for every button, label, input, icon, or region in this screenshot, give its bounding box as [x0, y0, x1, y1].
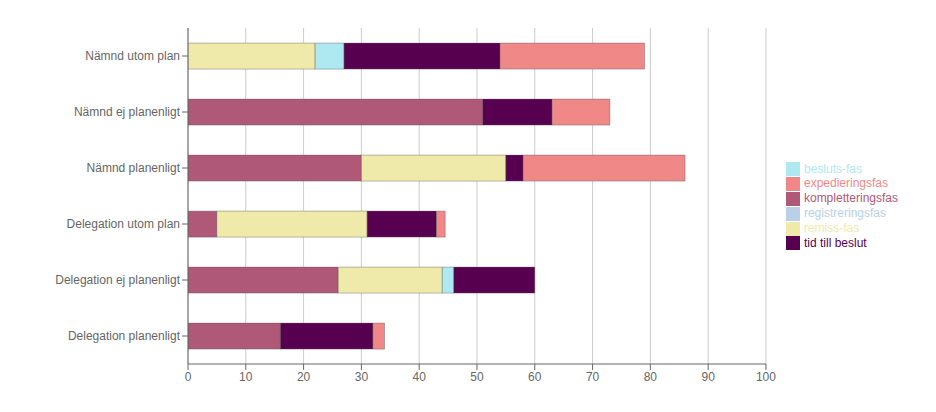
svg-text:0: 0 — [185, 370, 192, 384]
svg-text:50: 50 — [470, 370, 484, 384]
html-text:remiss-fas: remiss-fas — [804, 220, 860, 235]
html-text:registreringsfas: registreringsfas — [804, 206, 886, 220]
svg-text:Nämnd utom plan: Nämnd utom plan — [85, 49, 180, 63]
svg-text:70: 70 — [586, 370, 600, 384]
html-text:besluts-fas: besluts-fas — [804, 161, 862, 176]
svg-text:Delegation utom plan: Delegation utom plan — [67, 217, 180, 231]
html-text:expedieringsfas: expedieringsfas — [804, 176, 888, 191]
svg-text:80: 80 — [644, 370, 658, 384]
svg-text:20: 20 — [297, 370, 311, 384]
svg-text:100: 100 — [756, 370, 776, 384]
svg-text:60: 60 — [528, 370, 542, 384]
svg-text:10: 10 — [239, 370, 253, 384]
svg-text:40: 40 — [413, 370, 427, 384]
svg-text:Delegation planenligt: Delegation planenligt — [68, 329, 181, 343]
svg-text:Nämnd ej planenligt: Nämnd ej planenligt — [74, 105, 181, 119]
svg-text:90: 90 — [701, 370, 715, 384]
svg-text:Delegation ej planenligt: Delegation ej planenligt — [55, 273, 180, 287]
html-text:kompletteringsfas: kompletteringsfas — [804, 191, 898, 206]
html-text:tid till beslut: tid till beslut — [804, 235, 867, 250]
svg-text:Nämnd planenligt: Nämnd planenligt — [87, 161, 181, 175]
svg-text:30: 30 — [355, 370, 369, 384]
